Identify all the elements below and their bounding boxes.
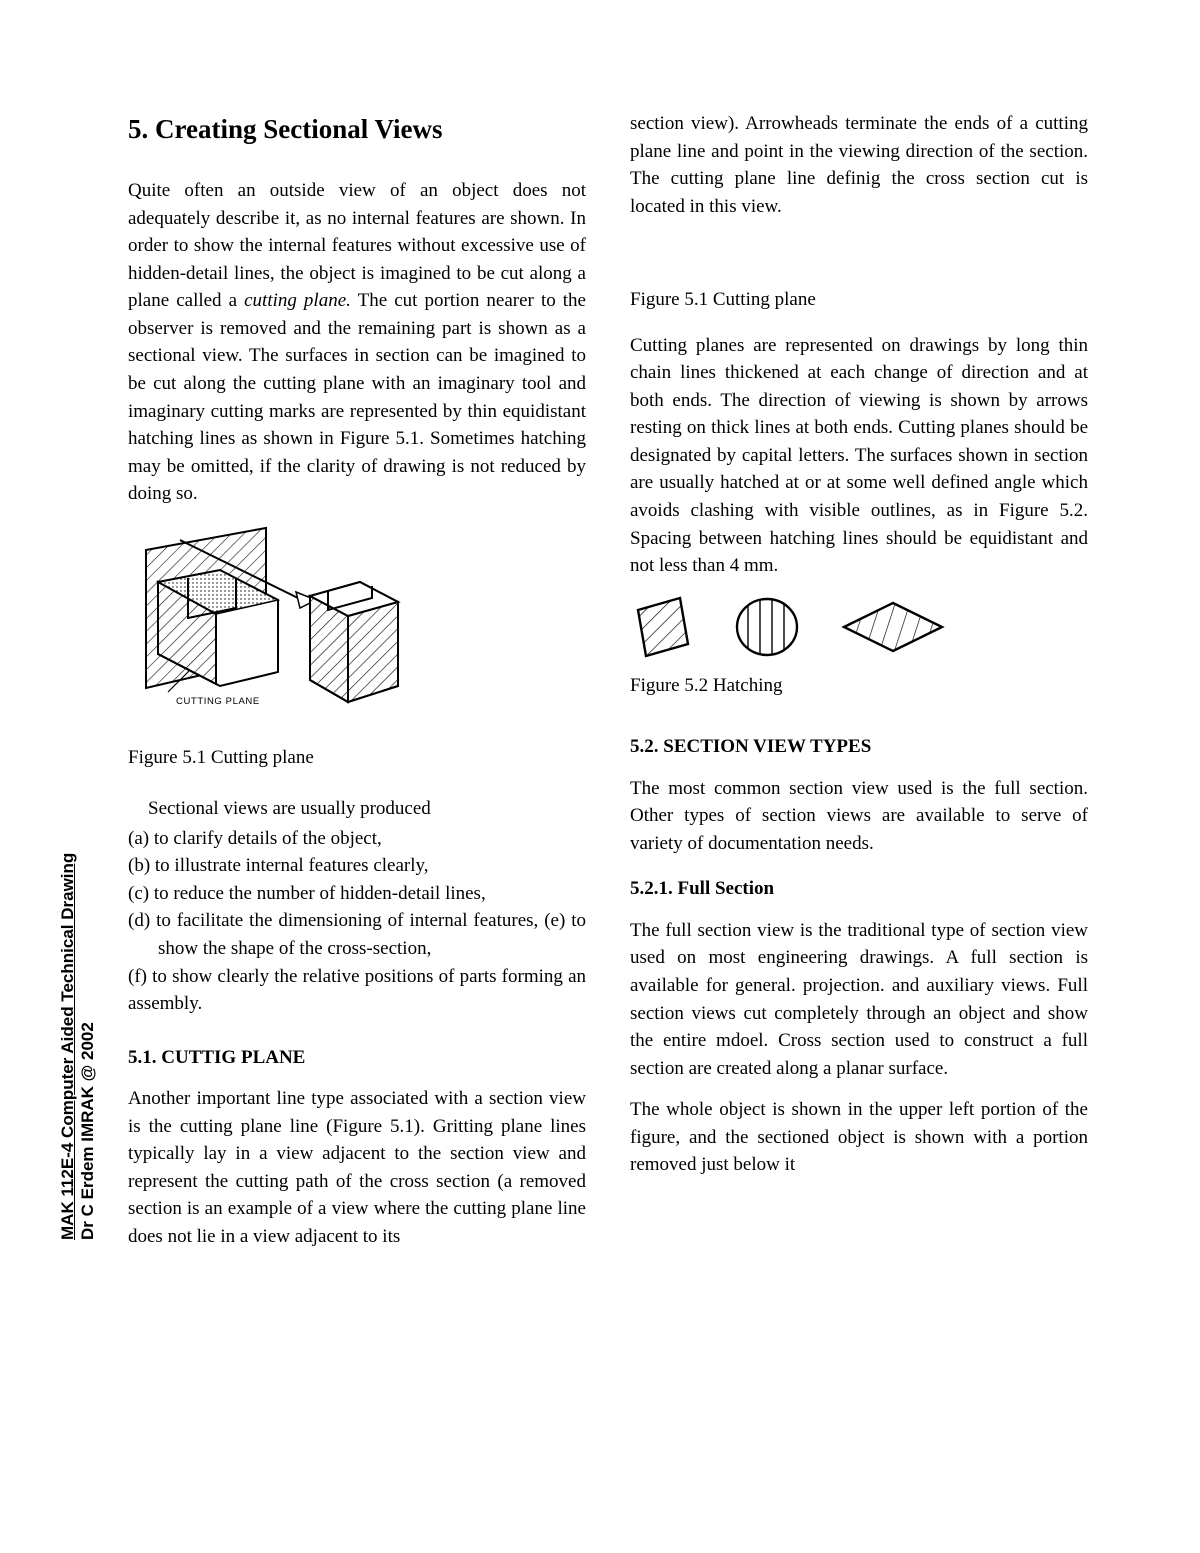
list-intro: Sectional views are usually produced (128, 795, 586, 823)
paragraph-5-2-1-b: The whole object is shown in the upper l… (630, 1096, 1088, 1179)
paragraph-continuation: section view). Arrowheads terminate the … (630, 110, 1088, 220)
hatch-diamond-icon (838, 597, 948, 657)
hatch-square-icon (630, 594, 696, 660)
intro-paragraph: Quite often an outside view of an object… (128, 177, 586, 508)
sidebar-line-1: MAK 112E-4 Computer Aided Technical Draw… (58, 853, 78, 1240)
page-content: 5. Creating Sectional Views Quite often … (128, 110, 1088, 1264)
sidebar-line-2: Dr C Erdem IMRAK @ 2002 (78, 853, 98, 1240)
figure-5-1: CUTTING PLANE (128, 522, 586, 732)
column-right: section view). Arrowheads terminate the … (630, 110, 1088, 1264)
list-item-b: (b) to illustrate internal features clea… (128, 852, 586, 880)
heading-5-1: 5.1. CUTTIG PLANE (128, 1044, 586, 1072)
hatch-ellipse-icon (730, 594, 804, 660)
figure-5-1-caption: Figure 5.1 Cutting plane (128, 744, 586, 772)
figure-5-2-caption: Figure 5.2 Hatching (630, 672, 1088, 700)
sidebar-course-label: MAK 112E-4 Computer Aided Technical Draw… (58, 853, 97, 1240)
paragraph-5-1: Another important line type associated w… (128, 1085, 586, 1250)
figure-5-2 (630, 594, 1088, 660)
column-left: 5. Creating Sectional Views Quite often … (128, 110, 586, 1264)
paragraph-cutting-planes: Cutting planes are represented on drawin… (630, 332, 1088, 580)
paragraph-5-2: The most common section view used is the… (630, 775, 1088, 858)
list-item-f: (f) to show clearly the relative positio… (128, 963, 586, 1018)
svg-text:CUTTING PLANE: CUTTING PLANE (176, 696, 260, 707)
figure-5-1-caption-right: Figure 5.1 Cutting plane (630, 286, 1088, 314)
paragraph-5-2-1-a: The full section view is the traditional… (630, 917, 1088, 1082)
list-item-c: (c) to reduce the number of hidden-detai… (128, 880, 586, 908)
cutting-plane-diagram: CUTTING PLANE (128, 522, 418, 732)
heading-5-2: 5.2. SECTION VIEW TYPES (630, 733, 1088, 761)
heading-5-2-1: 5.2.1. Full Section (630, 875, 1088, 903)
list-item-a: (a) to clarify details of the object, (128, 825, 586, 853)
page-title: 5. Creating Sectional Views (128, 110, 586, 149)
list-item-d: (d) to facilitate the dimensioning of in… (128, 907, 586, 962)
